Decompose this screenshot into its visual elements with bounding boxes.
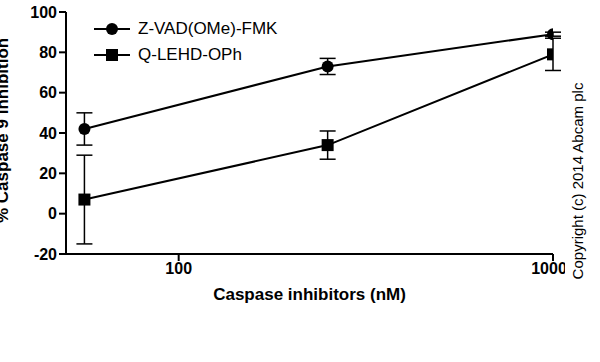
svg-text:100: 100 <box>30 4 57 21</box>
svg-text:% Caspase 9 inhibition: % Caspase 9 inhibition <box>8 38 12 223</box>
svg-text:40: 40 <box>39 125 57 142</box>
svg-text:1000: 1000 <box>531 260 565 277</box>
svg-text:Caspase inhibitors (nM): Caspase inhibitors (nM) <box>213 285 406 304</box>
svg-text:-20: -20 <box>34 246 57 263</box>
svg-text:Copyright (c) 2014 Abcam plc: Copyright (c) 2014 Abcam plc <box>569 82 586 279</box>
svg-text:80: 80 <box>39 44 57 61</box>
html-text:Q-LEHD-OPh: Q-LEHD-OPh <box>138 45 242 64</box>
svg-text:0: 0 <box>48 205 57 222</box>
svg-text:60: 60 <box>39 84 57 101</box>
svg-text:100: 100 <box>165 260 192 277</box>
html-text:Z-VAD(OMe)-FMK: Z-VAD(OMe)-FMK <box>138 19 278 38</box>
svg-text:20: 20 <box>39 165 57 182</box>
